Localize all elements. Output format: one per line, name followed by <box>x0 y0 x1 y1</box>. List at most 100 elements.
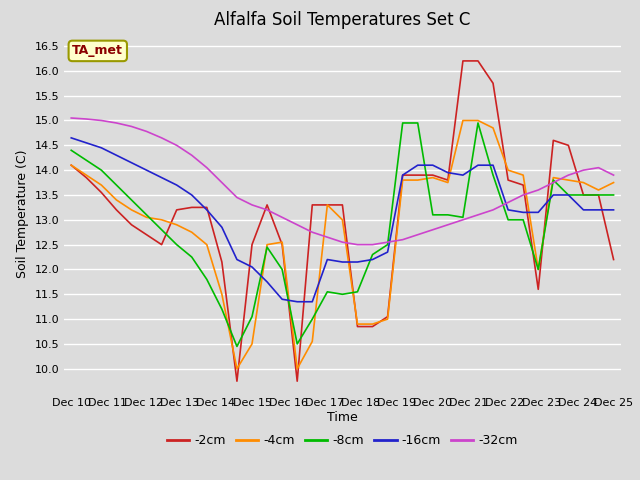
-4cm <box>308 338 316 344</box>
-32cm <box>610 172 618 178</box>
-4cm <box>263 242 271 248</box>
-2cm <box>595 192 602 198</box>
-16cm <box>414 162 422 168</box>
-16cm <box>369 257 376 263</box>
-2cm <box>459 58 467 64</box>
-2cm <box>308 202 316 208</box>
-16cm <box>519 209 527 215</box>
-16cm <box>534 209 542 215</box>
-32cm <box>308 229 316 235</box>
-32cm <box>323 234 331 240</box>
-4cm <box>293 366 301 372</box>
-2cm <box>610 257 618 263</box>
-32cm <box>354 242 362 248</box>
Line: -4cm: -4cm <box>71 120 614 369</box>
-16cm <box>188 192 196 198</box>
-4cm <box>203 242 211 248</box>
-32cm <box>534 187 542 193</box>
-8cm <box>143 212 150 218</box>
-2cm <box>489 80 497 86</box>
-2cm <box>354 324 362 329</box>
-32cm <box>127 123 135 129</box>
-4cm <box>127 207 135 213</box>
-4cm <box>248 341 256 347</box>
-4cm <box>173 222 180 228</box>
-4cm <box>67 162 75 168</box>
-16cm <box>278 296 286 302</box>
-4cm <box>444 180 452 185</box>
-8cm <box>83 157 90 163</box>
-32cm <box>429 227 436 233</box>
-2cm <box>293 378 301 384</box>
-32cm <box>173 143 180 148</box>
-8cm <box>429 212 436 218</box>
-16cm <box>293 299 301 305</box>
-8cm <box>323 289 331 295</box>
-8cm <box>67 147 75 153</box>
-16cm <box>83 140 90 146</box>
-16cm <box>444 170 452 176</box>
-8cm <box>534 266 542 272</box>
-4cm <box>459 118 467 123</box>
-32cm <box>293 222 301 228</box>
-8cm <box>354 289 362 295</box>
-32cm <box>263 207 271 213</box>
-16cm <box>158 175 166 180</box>
-16cm <box>233 257 241 263</box>
-8cm <box>610 192 618 198</box>
-32cm <box>474 212 482 218</box>
-8cm <box>173 242 180 248</box>
-32cm <box>339 239 346 245</box>
-2cm <box>444 177 452 183</box>
-8cm <box>339 291 346 297</box>
-32cm <box>384 239 392 245</box>
Line: -8cm: -8cm <box>71 123 614 347</box>
-4cm <box>369 321 376 327</box>
-8cm <box>188 254 196 260</box>
-32cm <box>218 180 226 185</box>
-8cm <box>414 120 422 126</box>
-8cm <box>504 217 512 223</box>
-8cm <box>263 244 271 250</box>
-16cm <box>67 135 75 141</box>
-16cm <box>339 259 346 265</box>
-2cm <box>263 202 271 208</box>
-16cm <box>429 162 436 168</box>
-8cm <box>474 120 482 126</box>
-2cm <box>158 242 166 248</box>
Text: TA_met: TA_met <box>72 44 124 58</box>
-4cm <box>534 266 542 272</box>
-4cm <box>504 167 512 173</box>
-16cm <box>323 257 331 263</box>
-16cm <box>127 160 135 166</box>
-2cm <box>339 202 346 208</box>
-4cm <box>519 172 527 178</box>
-16cm <box>550 192 557 198</box>
-2cm <box>369 324 376 329</box>
-32cm <box>67 115 75 121</box>
-8cm <box>564 192 572 198</box>
-16cm <box>203 207 211 213</box>
-16cm <box>564 192 572 198</box>
-32cm <box>248 202 256 208</box>
-4cm <box>233 366 241 372</box>
-2cm <box>504 177 512 183</box>
-16cm <box>113 152 120 158</box>
-16cm <box>504 207 512 213</box>
-2cm <box>218 259 226 265</box>
-4cm <box>188 229 196 235</box>
-8cm <box>369 252 376 257</box>
-4cm <box>595 187 602 193</box>
-16cm <box>399 172 406 178</box>
-2cm <box>113 207 120 213</box>
-16cm <box>218 224 226 230</box>
-8cm <box>444 212 452 218</box>
-32cm <box>519 192 527 198</box>
-32cm <box>369 242 376 248</box>
-8cm <box>459 215 467 220</box>
-2cm <box>233 378 241 384</box>
-32cm <box>595 165 602 170</box>
-8cm <box>580 192 588 198</box>
-16cm <box>580 207 588 213</box>
-16cm <box>263 279 271 285</box>
